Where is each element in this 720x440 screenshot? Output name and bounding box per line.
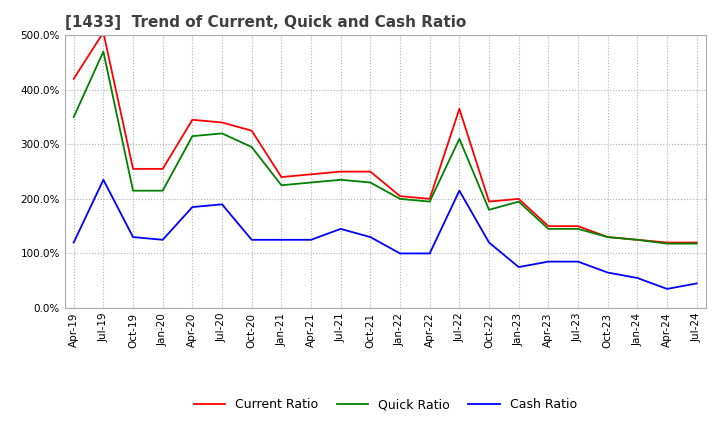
Current Ratio [633, 237, 642, 242]
Quick Ratio [366, 180, 374, 185]
Current Ratio [307, 172, 315, 177]
Cash Ratio [426, 251, 434, 256]
Cash Ratio [396, 251, 405, 256]
Current Ratio [248, 128, 256, 133]
Cash Ratio [693, 281, 701, 286]
Quick Ratio [69, 114, 78, 120]
Current Ratio [99, 30, 108, 35]
Current Ratio [514, 196, 523, 202]
Cash Ratio [574, 259, 582, 264]
Quick Ratio [158, 188, 167, 193]
Cash Ratio [514, 264, 523, 270]
Quick Ratio [336, 177, 345, 183]
Quick Ratio [396, 196, 405, 202]
Current Ratio [396, 194, 405, 199]
Quick Ratio [99, 49, 108, 54]
Quick Ratio [603, 235, 612, 240]
Quick Ratio [574, 226, 582, 231]
Quick Ratio [693, 241, 701, 246]
Quick Ratio [426, 199, 434, 204]
Cash Ratio [69, 240, 78, 245]
Line: Current Ratio: Current Ratio [73, 33, 697, 242]
Cash Ratio [307, 237, 315, 242]
Current Ratio [603, 235, 612, 240]
Line: Quick Ratio: Quick Ratio [73, 51, 697, 244]
Cash Ratio [158, 237, 167, 242]
Quick Ratio [248, 144, 256, 150]
Cash Ratio [662, 286, 671, 292]
Cash Ratio [99, 177, 108, 183]
Line: Cash Ratio: Cash Ratio [73, 180, 697, 289]
Cash Ratio [129, 235, 138, 240]
Quick Ratio [485, 207, 493, 213]
Current Ratio [693, 240, 701, 245]
Current Ratio [188, 117, 197, 122]
Quick Ratio [544, 226, 553, 231]
Quick Ratio [455, 136, 464, 142]
Cash Ratio [544, 259, 553, 264]
Current Ratio [662, 240, 671, 245]
Text: [1433]  Trend of Current, Quick and Cash Ratio: [1433] Trend of Current, Quick and Cash … [65, 15, 466, 30]
Quick Ratio [662, 241, 671, 246]
Current Ratio [69, 76, 78, 81]
Cash Ratio [248, 237, 256, 242]
Cash Ratio [455, 188, 464, 193]
Cash Ratio [188, 205, 197, 210]
Current Ratio [129, 166, 138, 172]
Current Ratio [574, 224, 582, 229]
Cash Ratio [217, 202, 226, 207]
Cash Ratio [485, 240, 493, 245]
Current Ratio [277, 174, 286, 180]
Legend: Current Ratio, Quick Ratio, Cash Ratio: Current Ratio, Quick Ratio, Cash Ratio [189, 393, 582, 416]
Quick Ratio [307, 180, 315, 185]
Quick Ratio [277, 183, 286, 188]
Current Ratio [366, 169, 374, 174]
Current Ratio [336, 169, 345, 174]
Quick Ratio [217, 131, 226, 136]
Current Ratio [455, 106, 464, 111]
Current Ratio [217, 120, 226, 125]
Current Ratio [426, 196, 434, 202]
Quick Ratio [633, 237, 642, 242]
Current Ratio [485, 199, 493, 204]
Current Ratio [158, 166, 167, 172]
Cash Ratio [633, 275, 642, 281]
Quick Ratio [514, 199, 523, 204]
Quick Ratio [129, 188, 138, 193]
Cash Ratio [366, 235, 374, 240]
Cash Ratio [277, 237, 286, 242]
Current Ratio [544, 224, 553, 229]
Cash Ratio [336, 226, 345, 231]
Cash Ratio [603, 270, 612, 275]
Quick Ratio [188, 133, 197, 139]
